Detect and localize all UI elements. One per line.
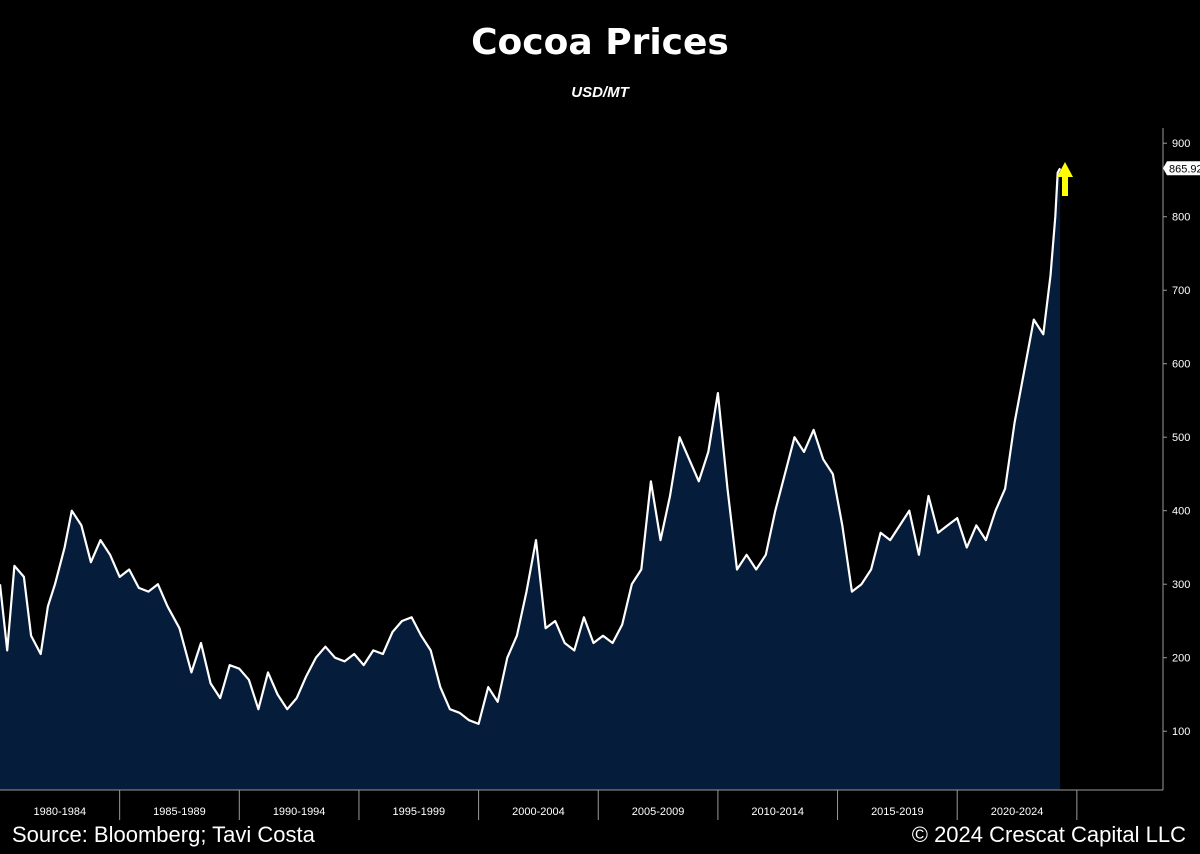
y-tick-label: 600 [1172, 359, 1190, 371]
y-tick-label: 700 [1172, 285, 1190, 297]
y-tick-label: 400 [1172, 506, 1190, 518]
footer-copyright: © 2024 Crescat Capital LLC [911, 822, 1186, 847]
up-arrow-icon [1057, 162, 1073, 196]
y-tick-label: 800 [1172, 212, 1190, 224]
y-tick-label: 300 [1172, 579, 1190, 591]
x-tick-label: 2010-2014 [751, 806, 804, 818]
y-tick-label: 200 [1172, 653, 1190, 665]
y-axis: 100 200 300 400 500 600 700 800 900 865.92 [1162, 128, 1200, 790]
x-axis: 1980-1984 1985-1989 1990-1994 1995-1999 2000… [0, 789, 1163, 820]
x-tick-label: 1985-1989 [153, 806, 206, 818]
x-tick-label: 2020-2024 [991, 806, 1044, 818]
y-tick-label: 500 [1172, 432, 1190, 444]
annotations [1057, 162, 1073, 196]
x-tick-label: 1995-1999 [392, 806, 445, 818]
chart-subtitle: USD/MT [571, 84, 629, 101]
last-value-label: 865.92 [1169, 163, 1200, 175]
x-tick-label: 2000-2004 [512, 806, 565, 818]
chart-title: Cocoa Prices [471, 22, 729, 63]
plot-area [0, 167, 1062, 791]
y-tick-label: 900 [1172, 138, 1190, 150]
x-tick-label: 1990-1994 [273, 806, 326, 818]
price-area [0, 168, 1061, 791]
x-tick-label: 2005-2009 [632, 806, 685, 818]
last-value-tag [1163, 161, 1200, 176]
x-tick-label: 2015-2019 [871, 806, 924, 818]
x-tick-label: 1980-1984 [34, 806, 87, 818]
y-tick-label: 100 [1172, 726, 1190, 738]
footer-source: Source: Bloomberg; Tavi Costa [12, 822, 315, 847]
price-line [0, 167, 1062, 725]
